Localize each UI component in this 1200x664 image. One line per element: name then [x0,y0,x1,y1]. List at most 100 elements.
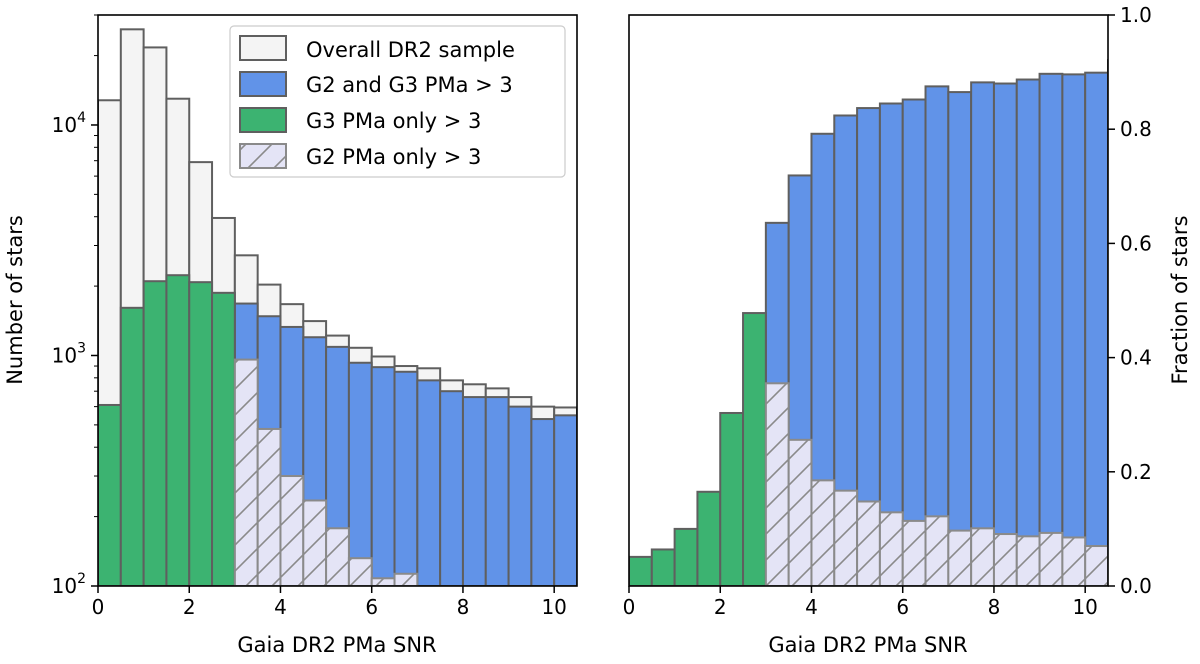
left-bar-g2only-1 [256,427,282,586]
right-bar-g2only-14 [1084,545,1108,586]
left-bar-g3only-2 [142,280,168,586]
right-bar-g2only-9 [970,527,995,586]
right-y-axis-label: Fraction of stars [1168,215,1192,384]
legend-frame [229,25,566,178]
right-bar-g2only-8 [947,529,973,586]
left-x-tick-label-2: 4 [274,595,287,619]
left-bar-g3only-1 [119,306,145,586]
left-bar-both-12 [507,405,533,586]
legend-label-overall: Overall DR2 sample [306,38,515,62]
left-x-tick-label-0: 0 [92,595,105,619]
left-x-tick-label-4: 8 [457,595,470,619]
left-y-axis-label: Number of stars [3,215,27,385]
legend-swatch-g3only [239,107,287,133]
right-bar-both-9 [970,81,995,586]
right-y-tick-label-5: 1.0 [1120,3,1152,27]
right-bar-g3only-3 [696,490,722,586]
right-x-tick-label-5: 10 [1072,595,1097,619]
left-bar-g2only-6 [370,577,396,586]
right-bars [629,59,1108,586]
right-bar-g3only-5 [742,312,767,586]
left-x-axis-label: Gaia DR2 PMa SNR [237,633,436,657]
right-bar-g2only-6 [901,519,927,586]
legend: Overall DR2 sample G2 and G3 PMa > 3 G3 … [229,25,566,178]
right-bar-g3only-4 [719,411,745,586]
right-x-tick-label-1: 2 [714,595,727,619]
left-bar-g3only-5 [211,291,236,586]
right-bar-both-10 [992,82,1018,586]
left-bar-g2only-3 [302,499,328,586]
right-bar-g2only-3 [833,489,859,586]
right-bar-g2only-11 [1015,535,1041,586]
left-x-tick-label-3: 6 [365,595,378,619]
right-y-ticks: 0.0 0.2 0.4 0.6 0.8 1.0 [1108,3,1152,598]
left-bar-g3only-4 [188,281,214,586]
right-y-tick-label-3: 0.6 [1120,231,1152,255]
left-y-tick-label-1: 103 [52,340,86,367]
right-bar-g2only-7 [924,515,950,586]
right-bar-both-6 [901,98,927,586]
left-bar-g2only-0 [233,358,259,586]
right-bar-both-13 [1061,73,1087,586]
left-panel: 102 103 104 0 2 4 6 8 10 Overall DR2 sample G2 … [3,14,578,657]
right-bar-g3only-2 [673,527,699,586]
legend-label-both: G2 and G3 PMa > 3 [306,73,513,97]
legend-swatch-both [239,71,287,97]
left-bar-both-14 [553,414,577,586]
left-bar-g2only-5 [347,557,373,586]
left-bar-both-7 [393,370,419,586]
left-x-ticks: 0 2 4 6 8 10 [92,586,567,619]
right-x-axis-label: Gaia DR2 PMa SNR [768,633,967,657]
left-bar-both-10 [461,396,487,586]
right-bar-both-12 [1038,72,1064,586]
right-panel: 0.0 0.2 0.4 0.6 0.8 1.0 0 2 4 6 8 10 Gaia DR2 PMa … [623,3,1192,657]
left-bar-g3only-0 [98,403,122,586]
right-bar-both-8 [947,91,973,586]
right-bar-g2only-10 [992,533,1018,586]
right-y-tick-label-2: 0.4 [1120,346,1152,370]
legend-label-g3only: G3 PMa only > 3 [306,109,481,133]
right-bar-g3only-1 [650,548,676,586]
left-bar-both-11 [484,396,510,586]
left-bar-g2only-2 [279,475,305,586]
right-x-tick-label-4: 8 [988,595,1001,619]
legend-swatch-overall [239,35,287,61]
right-bar-g2only-5 [878,511,904,586]
left-bars [98,28,577,586]
left-bar-both-5 [347,361,373,586]
right-bar-g2only-2 [810,479,836,586]
right-axes-frame [628,14,1109,587]
left-bar-both-13 [530,418,556,586]
right-bar-g2only-12 [1038,531,1064,586]
left-bar-both-6 [370,366,396,586]
legend-label-g2only: G2 PMa only > 3 [306,145,481,169]
left-x-tick-label-5: 10 [541,595,566,619]
right-x-tick-label-0: 0 [623,595,636,619]
legend-swatch-g2only [239,143,287,169]
right-y-tick-label-1: 0.2 [1120,460,1152,484]
right-y-tick-label-0: 0.0 [1120,574,1152,598]
right-bar-both-7 [924,85,950,586]
left-bar-g3only-3 [165,274,191,586]
left-bar-g2only-7 [393,572,419,586]
right-x-ticks: 0 2 4 6 8 10 [623,586,1098,619]
right-bar-g2only-4 [856,500,881,586]
left-y-tick-label-0: 102 [52,571,86,598]
left-bar-g2only-4 [325,527,350,586]
right-bar-both-14 [1084,71,1108,586]
right-bar-g2only-1 [787,438,813,586]
left-y-tick-label-2: 104 [52,110,86,137]
left-bar-both-8 [416,379,442,586]
right-bar-g3only-0 [629,555,653,586]
left-axes-frame [97,14,578,587]
right-y-tick-label-4: 0.8 [1120,117,1152,141]
left-bar-both-9 [439,390,464,586]
right-bar-both-11 [1015,78,1041,586]
right-bar-g2only-13 [1061,536,1087,586]
right-x-tick-label-2: 4 [805,595,818,619]
left-x-tick-label-1: 2 [183,595,196,619]
left-y-ticks: 102 103 104 [52,14,98,598]
right-x-tick-label-3: 6 [896,595,909,619]
right-bar-g2only-0 [764,382,790,586]
